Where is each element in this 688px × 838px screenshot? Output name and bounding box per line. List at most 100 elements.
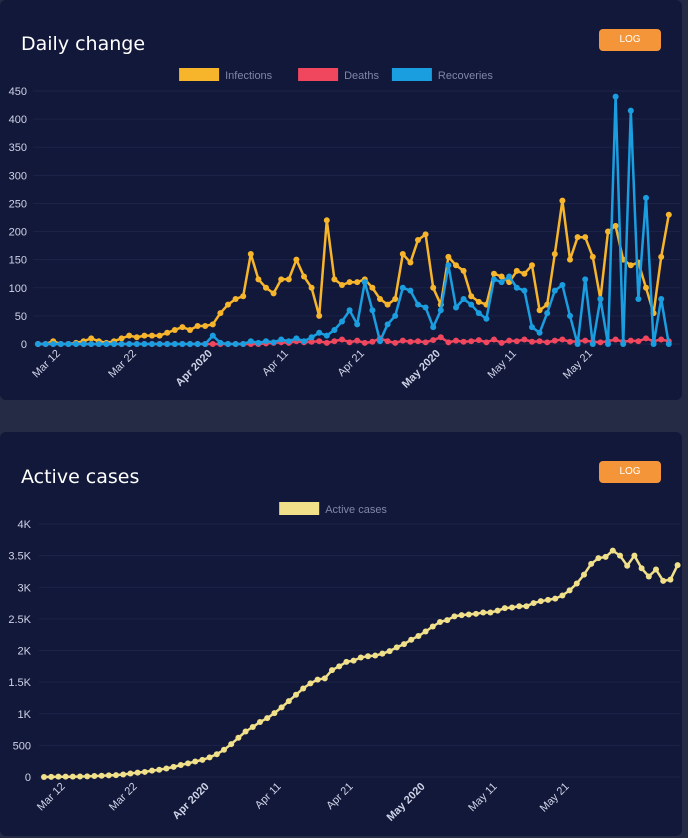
legend-label[interactable]: Infections xyxy=(225,70,273,82)
data-point xyxy=(118,341,125,347)
data-point xyxy=(582,234,589,241)
data-point xyxy=(536,307,543,314)
data-point xyxy=(255,276,262,283)
data-point xyxy=(346,279,353,286)
data-point xyxy=(643,335,649,342)
data-point xyxy=(635,338,642,345)
data-point xyxy=(118,335,125,342)
data-point xyxy=(377,296,383,303)
data-point xyxy=(209,341,216,347)
data-point xyxy=(537,598,544,605)
x-tick-label: May 2020 xyxy=(400,348,443,391)
data-point xyxy=(65,341,72,347)
data-point xyxy=(445,339,452,346)
legend-swatch xyxy=(279,502,320,515)
y-tick-label: 2.5K xyxy=(8,614,31,626)
data-point xyxy=(605,228,611,235)
data-point xyxy=(126,341,133,347)
data-point xyxy=(386,648,393,655)
x-tick-label: May 11 xyxy=(485,348,518,381)
data-point xyxy=(357,654,364,661)
data-point xyxy=(149,332,155,339)
data-point xyxy=(559,336,566,343)
data-point xyxy=(354,279,361,286)
data-point xyxy=(465,611,472,618)
data-point xyxy=(141,332,148,339)
data-point xyxy=(483,315,490,322)
data-point xyxy=(582,276,589,283)
data-point xyxy=(308,338,315,345)
y-tick-label: 0 xyxy=(25,772,31,784)
data-point xyxy=(620,341,627,347)
data-point xyxy=(407,259,414,266)
data-point xyxy=(529,324,535,331)
data-point xyxy=(339,318,345,325)
data-point xyxy=(523,603,530,610)
data-point xyxy=(308,284,315,291)
data-point xyxy=(228,741,235,748)
data-point xyxy=(80,341,87,347)
data-point xyxy=(126,332,133,339)
data-point xyxy=(643,284,649,291)
data-point xyxy=(617,552,623,559)
data-point xyxy=(57,341,64,347)
legend-label[interactable]: Deaths xyxy=(344,70,379,82)
data-point xyxy=(270,339,277,346)
data-point xyxy=(545,596,551,603)
data-point xyxy=(658,253,665,260)
data-point xyxy=(321,675,328,682)
data-point xyxy=(597,296,604,303)
y-tick-label: 250 xyxy=(9,198,27,210)
data-point xyxy=(392,312,399,319)
data-point xyxy=(255,339,262,346)
data-point xyxy=(240,341,247,347)
log-scale-button[interactable]: LOG xyxy=(599,29,661,51)
x-tick-label: Apr 21 xyxy=(336,348,367,379)
y-tick-label: 450 xyxy=(9,86,27,98)
data-point xyxy=(199,756,206,763)
data-point xyxy=(458,612,465,619)
x-tick-label: Mar 12 xyxy=(35,781,68,814)
data-point xyxy=(574,341,581,347)
data-point xyxy=(566,587,573,594)
data-point xyxy=(365,653,371,660)
data-point xyxy=(247,338,254,345)
data-point xyxy=(407,338,414,345)
data-point xyxy=(202,323,209,330)
legend-label[interactable]: Recoveries xyxy=(438,70,494,82)
data-point xyxy=(331,338,338,345)
data-point xyxy=(336,663,343,670)
data-point xyxy=(399,251,406,258)
data-point xyxy=(453,262,459,269)
data-point xyxy=(445,253,452,260)
y-tick-label: 500 xyxy=(13,740,31,752)
data-point xyxy=(202,341,209,347)
data-point xyxy=(225,341,231,347)
data-point xyxy=(392,296,399,303)
data-point xyxy=(602,553,609,560)
data-point xyxy=(77,773,83,780)
data-point xyxy=(350,657,357,664)
data-point xyxy=(354,337,361,344)
data-point xyxy=(658,336,665,343)
data-point xyxy=(453,304,459,311)
legend-label[interactable]: Active cases xyxy=(325,504,387,516)
data-point xyxy=(529,338,535,345)
data-point xyxy=(453,337,459,344)
data-point xyxy=(612,336,619,343)
data-point xyxy=(430,284,437,291)
data-point xyxy=(194,323,201,330)
x-tick-label: May 21 xyxy=(561,348,595,382)
data-point xyxy=(185,760,191,767)
data-point xyxy=(491,270,497,277)
data-point xyxy=(278,704,285,711)
data-point xyxy=(339,281,345,288)
log-scale-button[interactable]: LOG xyxy=(599,461,661,483)
data-point xyxy=(187,326,193,333)
y-tick-label: 1.5K xyxy=(8,677,31,689)
data-point xyxy=(316,329,323,336)
data-point xyxy=(323,339,330,346)
data-point xyxy=(521,336,528,343)
data-point xyxy=(346,307,353,314)
data-point xyxy=(559,197,566,204)
